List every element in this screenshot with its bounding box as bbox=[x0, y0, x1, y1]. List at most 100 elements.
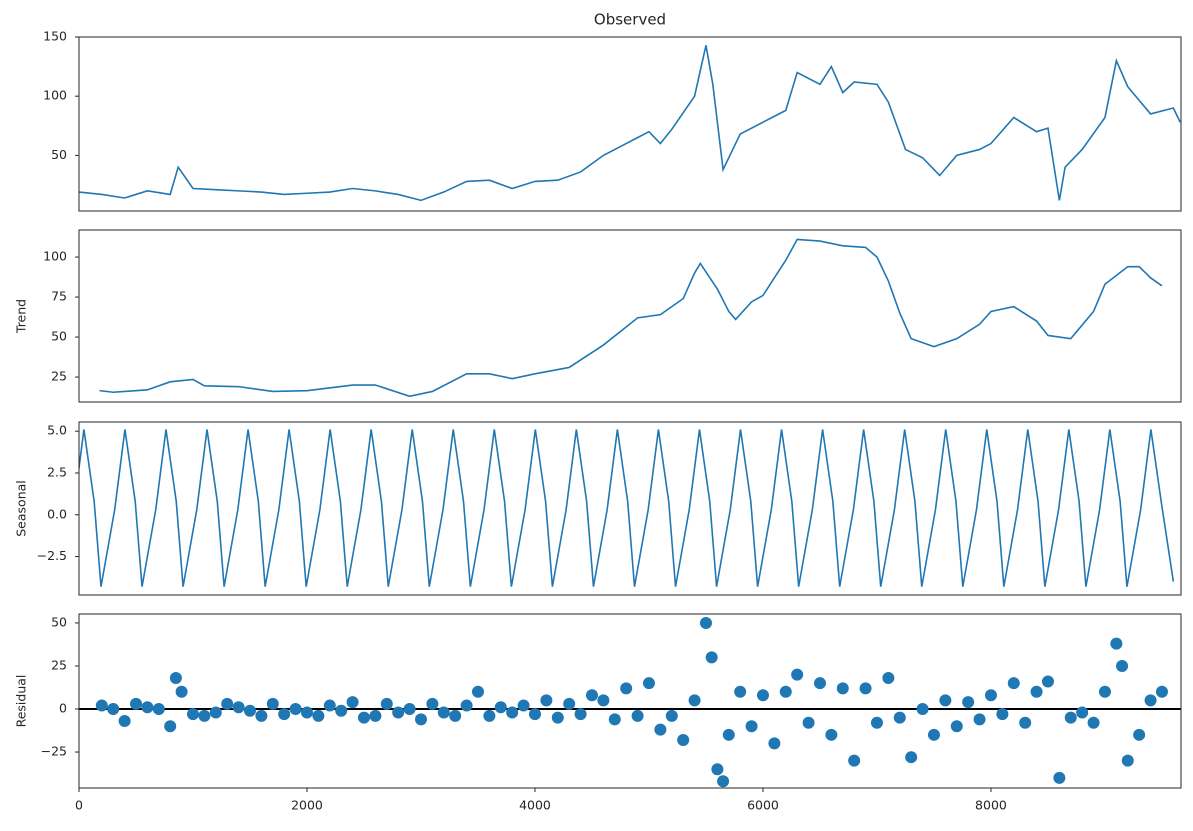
panel-frame bbox=[78, 421, 1182, 596]
residual-point bbox=[1110, 637, 1123, 650]
residual-point bbox=[756, 689, 769, 702]
residual-point bbox=[711, 763, 724, 776]
residual-point bbox=[506, 706, 519, 719]
residual-point bbox=[705, 651, 718, 664]
residual-point bbox=[734, 685, 747, 698]
residual-point bbox=[882, 672, 895, 685]
residual-point bbox=[289, 703, 302, 716]
residual-point bbox=[1053, 771, 1066, 784]
residual-point bbox=[460, 699, 473, 712]
residual-point bbox=[369, 709, 382, 722]
y-tick-label: 50 bbox=[51, 147, 67, 162]
x-tick-label: 4000 bbox=[519, 798, 551, 813]
residual-point bbox=[278, 708, 291, 721]
residual-point bbox=[517, 699, 530, 712]
residual-point bbox=[905, 751, 918, 764]
residual-point bbox=[722, 728, 735, 741]
y-tick-label: −25 bbox=[41, 744, 67, 759]
residual-point bbox=[1087, 716, 1100, 729]
y-tick-label: −2.5 bbox=[37, 548, 67, 563]
residual-point bbox=[717, 775, 730, 788]
residual-point bbox=[221, 697, 234, 710]
residual-point bbox=[255, 709, 268, 722]
x-tick-label: 8000 bbox=[975, 798, 1007, 813]
residual-point bbox=[169, 672, 182, 685]
residual-point bbox=[585, 689, 598, 702]
y-axis-label: Residual bbox=[14, 675, 29, 728]
y-tick-label: 25 bbox=[51, 657, 67, 672]
residual-point bbox=[1116, 659, 1129, 672]
residual-point bbox=[1041, 675, 1054, 688]
x-tick-label: 6000 bbox=[747, 798, 779, 813]
residual-point bbox=[677, 733, 690, 746]
residual-point bbox=[152, 703, 165, 716]
residual-point bbox=[768, 737, 781, 750]
residual-point bbox=[1121, 754, 1134, 767]
residual-point bbox=[175, 685, 188, 698]
residual-point bbox=[232, 701, 245, 714]
residual-point bbox=[859, 682, 872, 695]
residual-point bbox=[791, 668, 804, 681]
residual-point bbox=[198, 709, 211, 722]
residual-point bbox=[483, 709, 496, 722]
residual-point bbox=[141, 701, 154, 714]
panel-frame bbox=[78, 229, 1182, 403]
residual-point bbox=[323, 699, 336, 712]
residual-point bbox=[1064, 711, 1077, 724]
residual-point bbox=[392, 706, 405, 719]
residual-point bbox=[779, 685, 792, 698]
panel-frame bbox=[78, 613, 1182, 789]
residual-point bbox=[118, 715, 131, 728]
residual-point bbox=[1019, 716, 1032, 729]
y-tick-label: 2.5 bbox=[47, 464, 67, 479]
residual-point bbox=[1098, 685, 1111, 698]
residual-point bbox=[870, 716, 883, 729]
x-tick-label: 2000 bbox=[291, 798, 323, 813]
residual-point bbox=[1155, 685, 1168, 698]
residual-point bbox=[540, 694, 553, 707]
y-tick-label: 50 bbox=[51, 329, 67, 344]
y-tick-label: 0 bbox=[59, 701, 67, 716]
residual-point bbox=[414, 713, 427, 726]
residual-point bbox=[665, 709, 678, 722]
series-line bbox=[79, 429, 1175, 587]
residual-point bbox=[939, 694, 952, 707]
residual-point bbox=[243, 704, 256, 717]
residual-point bbox=[973, 713, 986, 726]
residual-point bbox=[186, 708, 199, 721]
residual-point bbox=[551, 711, 564, 724]
residual-point bbox=[266, 697, 279, 710]
y-tick-label: 50 bbox=[51, 614, 67, 629]
residual-point bbox=[107, 703, 120, 716]
y-tick-label: 100 bbox=[43, 249, 67, 264]
residual-point bbox=[357, 711, 370, 724]
residual-point bbox=[335, 704, 348, 717]
y-tick-label: 5.0 bbox=[47, 423, 67, 438]
residual-point bbox=[699, 616, 712, 629]
residual-point bbox=[209, 706, 222, 719]
residual-point bbox=[984, 689, 997, 702]
residual-point bbox=[813, 677, 826, 690]
y-tick-label: 150 bbox=[43, 29, 67, 44]
residual-point bbox=[471, 685, 484, 698]
residual-point bbox=[996, 708, 1009, 721]
residual-point bbox=[620, 682, 633, 695]
residual-point bbox=[494, 701, 507, 714]
residual-point bbox=[802, 716, 815, 729]
panel-title: Observed bbox=[594, 11, 666, 29]
residual-point bbox=[380, 697, 393, 710]
residual-point bbox=[574, 708, 587, 721]
residual-point bbox=[1076, 706, 1089, 719]
residual-point bbox=[300, 706, 313, 719]
residual-point bbox=[597, 694, 610, 707]
residual-point bbox=[1144, 694, 1157, 707]
residual-point bbox=[688, 694, 701, 707]
residual-point bbox=[950, 720, 963, 733]
residual-point bbox=[654, 723, 667, 736]
series-line bbox=[99, 238, 1163, 398]
residual-point bbox=[1133, 728, 1146, 741]
residual-point bbox=[962, 696, 975, 709]
residual-point bbox=[437, 706, 450, 719]
y-tick-label: 100 bbox=[43, 88, 67, 103]
